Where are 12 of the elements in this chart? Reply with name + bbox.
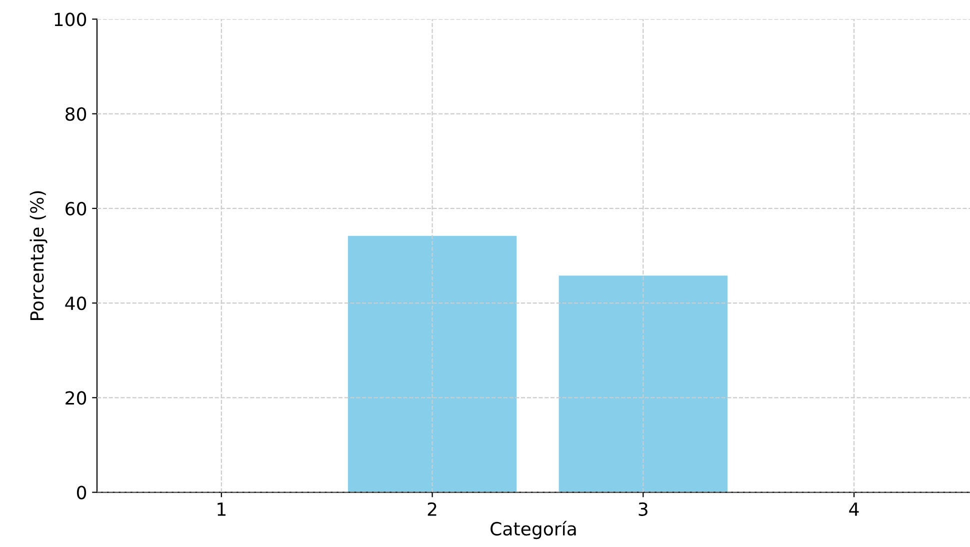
y-tick-label: 0 bbox=[76, 486, 86, 500]
y-tick-label: 100 bbox=[54, 12, 86, 26]
y-tick-label: 60 bbox=[66, 202, 86, 216]
x-axis-title: Categoría bbox=[490, 520, 576, 540]
x-tick-label: 1 bbox=[218, 502, 226, 516]
x-tick-label: 2 bbox=[428, 502, 436, 516]
y-tick-label: 40 bbox=[65, 296, 86, 310]
y-axis-title: Porcentaje (%) bbox=[30, 191, 48, 320]
x-tick-label: 4 bbox=[849, 502, 859, 516]
x-tick-label: 3 bbox=[638, 502, 648, 516]
y-tick-label: 20 bbox=[66, 391, 86, 405]
y-tick-label: 80 bbox=[66, 107, 86, 121]
